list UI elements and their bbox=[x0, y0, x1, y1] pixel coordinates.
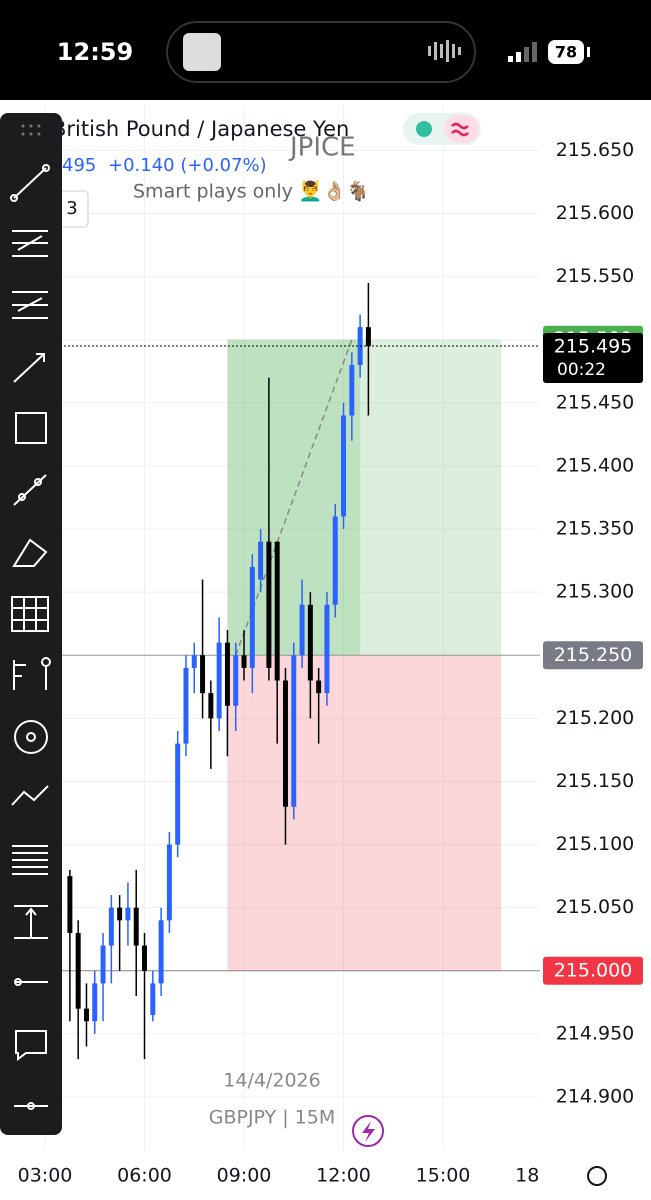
pink-pill bbox=[444, 115, 479, 143]
candle-body bbox=[365, 327, 371, 347]
axis-corner bbox=[541, 1156, 651, 1200]
x-tick-label: 09:00 bbox=[217, 1165, 272, 1187]
tool-icons[interactable] bbox=[10, 164, 51, 1110]
candle-body bbox=[183, 667, 189, 744]
quote-change: +0.140 (+0.07%) bbox=[108, 155, 267, 176]
market-open-dot bbox=[416, 121, 432, 137]
candle-body bbox=[316, 680, 322, 694]
y-tick-label: 214.900 bbox=[556, 1085, 635, 1107]
candle-body bbox=[108, 907, 114, 946]
y-tick-label: 215.650 bbox=[556, 139, 635, 161]
candle-body bbox=[150, 983, 156, 1015]
candle-body bbox=[208, 693, 214, 719]
candle-body bbox=[100, 945, 106, 984]
stop-label-bg bbox=[543, 956, 643, 985]
album-art bbox=[183, 33, 221, 71]
bolt-icon bbox=[362, 1121, 375, 1142]
y-tick-label: 215.150 bbox=[556, 770, 635, 792]
drawing-toolbar bbox=[0, 113, 62, 1135]
last-price-label: 215.495 bbox=[554, 336, 633, 358]
y-tick-label: 215.300 bbox=[556, 581, 635, 603]
y-tick-label: 215.050 bbox=[556, 896, 635, 918]
candle-body bbox=[92, 983, 98, 1022]
waveform bbox=[428, 40, 461, 62]
candle-body bbox=[258, 541, 264, 580]
candle-body bbox=[274, 541, 280, 681]
candle-body bbox=[282, 680, 288, 807]
candle-body bbox=[67, 876, 73, 933]
watermark: GBPJPY | 15M bbox=[209, 1107, 336, 1129]
candle-body bbox=[341, 415, 347, 517]
plot-area bbox=[0, 105, 540, 1150]
chart-area: 14/4/2026 GBPJPY | 15M 03:00 06:00 09:00 12:0… bbox=[0, 105, 651, 1200]
y-tick-label: 215.600 bbox=[556, 202, 635, 224]
candle-body bbox=[75, 932, 81, 1009]
countdown: 00:22 bbox=[557, 360, 606, 380]
x-tick-label: 12:00 bbox=[316, 1165, 371, 1187]
candle-body bbox=[224, 642, 230, 706]
quote: 495 bbox=[62, 155, 96, 176]
candle-body bbox=[307, 604, 313, 681]
y-tick-label: 215.200 bbox=[556, 707, 635, 729]
candle-body bbox=[349, 364, 355, 416]
signal bbox=[508, 42, 537, 62]
caption: Smart plays only 💆‍♂️👌🏼🐐 bbox=[133, 180, 370, 203]
candle-body bbox=[241, 655, 247, 668]
candle-body bbox=[299, 604, 305, 656]
y-tick-label: 215.350 bbox=[556, 518, 635, 540]
last-price-bg bbox=[543, 333, 643, 384]
y-tick-label: 215.550 bbox=[556, 265, 635, 287]
candle-body bbox=[175, 743, 181, 845]
wave-icon bbox=[451, 122, 469, 137]
candle-body bbox=[117, 907, 123, 921]
candle-body bbox=[200, 655, 206, 694]
badge-text: 3 bbox=[66, 198, 77, 219]
loss-zone bbox=[227, 655, 502, 971]
clock: 12:59 bbox=[57, 38, 133, 66]
candle-body bbox=[125, 907, 131, 921]
battery bbox=[548, 40, 584, 64]
entry-label-bg bbox=[543, 641, 643, 670]
candle-body bbox=[158, 920, 164, 984]
settings-button[interactable] bbox=[587, 1166, 607, 1186]
profit-zone bbox=[227, 339, 502, 656]
x-tick-label: 15:00 bbox=[416, 1165, 471, 1187]
x-tick-label: 03:00 bbox=[18, 1165, 73, 1187]
entry-label: 215.250 bbox=[554, 644, 633, 666]
candle-body bbox=[291, 655, 297, 807]
candle-body bbox=[332, 516, 338, 605]
author: JPICE bbox=[288, 133, 356, 163]
x-tick-label: 06:00 bbox=[117, 1165, 172, 1187]
y-tick-label: 215.450 bbox=[556, 391, 635, 413]
battery-tip bbox=[587, 47, 590, 57]
candle-body bbox=[166, 844, 172, 921]
symbol-name: British Pound / Japanese Yen bbox=[52, 117, 349, 141]
trend-line bbox=[235, 339, 353, 656]
y-tick-label: 214.950 bbox=[556, 1022, 635, 1044]
y-tick-label: 215.400 bbox=[556, 454, 635, 476]
candle-body bbox=[142, 945, 148, 971]
dynamic-island bbox=[166, 21, 476, 83]
profit-reached bbox=[227, 339, 361, 656]
y-tick-label: 215.100 bbox=[556, 833, 635, 855]
battery-level: 78 bbox=[555, 43, 577, 62]
candle-body bbox=[216, 642, 222, 719]
candle-body bbox=[133, 907, 139, 946]
candle-body bbox=[324, 604, 330, 694]
candle-body bbox=[233, 655, 239, 706]
candle-body bbox=[249, 566, 255, 668]
date-label: 14/4/2026 bbox=[223, 1070, 320, 1092]
stop-label: 215.000 bbox=[554, 959, 633, 981]
candle-body bbox=[191, 655, 197, 668]
candle-body bbox=[266, 541, 272, 668]
candle-body bbox=[83, 1008, 89, 1022]
